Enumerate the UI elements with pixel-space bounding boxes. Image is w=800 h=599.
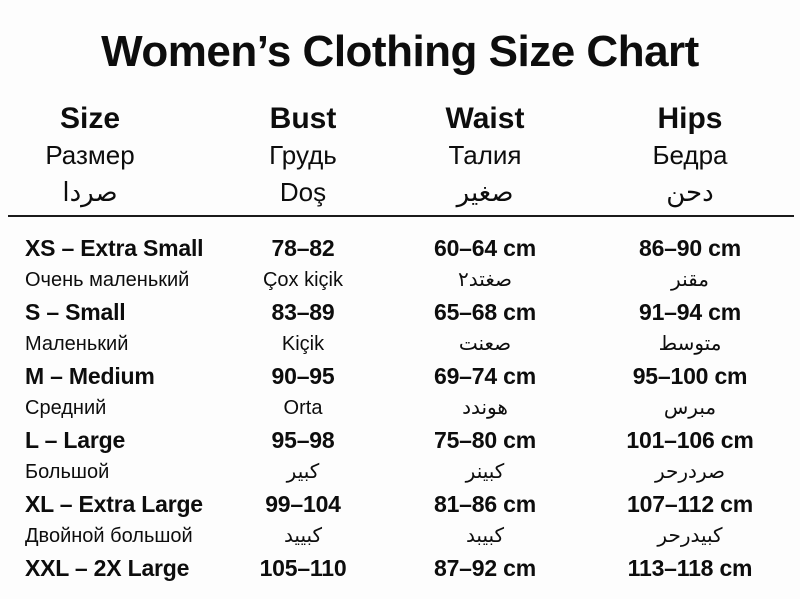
hips-cell: 86–90 cm مقنر bbox=[590, 231, 790, 295]
bust-value: 105–110 bbox=[259, 555, 347, 581]
waist-cell: 60–64 cm صغتد٢ bbox=[380, 231, 590, 295]
bust-value: 99–104 bbox=[265, 491, 341, 517]
waist-value: 87–92 cm bbox=[434, 555, 536, 581]
hips-cell: 91–94 cm متوسط bbox=[590, 295, 790, 359]
column-header-bust-az: Doş bbox=[279, 177, 327, 207]
column-header-size-en: Size bbox=[59, 102, 121, 135]
bust-cell: 83–89 Kiçik bbox=[226, 295, 380, 359]
size-label-translation: Очень маленький bbox=[25, 269, 190, 291]
size-cell: L – Large Большой bbox=[0, 423, 226, 487]
bust-cell: 78–82 Çox kiçik bbox=[226, 231, 380, 295]
waist-translation: هوندد bbox=[462, 397, 508, 419]
hips-translation: متوسط bbox=[658, 333, 722, 355]
waist-translation: صغتد٢ bbox=[458, 269, 512, 291]
waist-cell: 69–74 cm هوندد bbox=[380, 359, 590, 423]
hips-value: 91–94 cm bbox=[639, 299, 741, 325]
table-row-xs: XS – Extra Small Очень маленький 78–82 Ç… bbox=[0, 231, 800, 295]
hips-translation: مقنر bbox=[671, 269, 709, 291]
size-label: M – Medium bbox=[25, 363, 155, 389]
size-label-translation: Маленький bbox=[25, 333, 129, 355]
table-row-s: S – Small Маленький 83–89 Kiçik 65–68 cm… bbox=[0, 295, 800, 359]
column-header-hips-ar: دحن bbox=[666, 177, 714, 207]
size-cell: M – Medium Средний bbox=[0, 359, 226, 423]
bust-translation: كبير bbox=[286, 461, 320, 483]
bust-value: 90–95 bbox=[271, 363, 335, 389]
waist-value: 75–80 cm bbox=[434, 427, 536, 453]
bust-cell: 90–95 Orta bbox=[226, 359, 380, 423]
bust-translation: Orta bbox=[283, 397, 323, 419]
waist-value: 81–86 cm bbox=[434, 491, 536, 517]
hips-value: 86–90 cm bbox=[639, 235, 741, 261]
bust-cell: 95–98 كبير bbox=[226, 423, 380, 487]
header-divider-line bbox=[8, 215, 794, 217]
hips-translation: صردرحر bbox=[655, 461, 725, 483]
waist-translation: كبيبد bbox=[465, 525, 505, 547]
waist-value: 65–68 cm bbox=[434, 299, 536, 325]
table-row-l: L – Large Большой 95–98 كبير 75–80 cm كب… bbox=[0, 423, 800, 487]
hips-value: 95–100 cm bbox=[632, 363, 748, 389]
size-label: S – Small bbox=[25, 299, 126, 325]
size-cell: S – Small Маленький bbox=[0, 295, 226, 359]
bust-translation: Kiçik bbox=[281, 333, 325, 355]
column-header-bust-ru: Грудь bbox=[269, 140, 337, 170]
column-header-size-ru: Размер bbox=[45, 140, 135, 170]
table-row-xxl: XXL – 2X Large 105–110 87–92 cm 113–118 … bbox=[0, 551, 800, 585]
hips-value: 113–118 cm bbox=[627, 555, 753, 581]
column-header-size: Size Размер صردا bbox=[0, 100, 226, 211]
waist-translation: كبينر bbox=[465, 461, 505, 483]
waist-cell: 65–68 cm صعنت bbox=[380, 295, 590, 359]
hips-cell: 107–112 cm كبيدرحر bbox=[590, 487, 790, 551]
column-header-size-ar: صردا bbox=[62, 177, 118, 207]
column-header-hips: Hips Бедра دحن bbox=[590, 100, 790, 211]
size-cell: XXL – 2X Large bbox=[0, 551, 226, 585]
table-header-row: Size Размер صردا Bust Грудь Doş Waist Та… bbox=[0, 100, 800, 211]
size-label: XS – Extra Small bbox=[25, 235, 204, 261]
size-label-translation: Большой bbox=[25, 461, 110, 483]
table-row-m: M – Medium Средний 90–95 Orta 69–74 cm ه… bbox=[0, 359, 800, 423]
hips-cell: 95–100 cm مبرس bbox=[590, 359, 790, 423]
size-cell: XL – Extra Large Двойной большой bbox=[0, 487, 226, 551]
waist-cell: 75–80 cm كبينر bbox=[380, 423, 590, 487]
column-header-waist-ru: Талия bbox=[448, 140, 522, 170]
column-header-waist-en: Waist bbox=[445, 102, 525, 135]
hips-value: 101–106 cm bbox=[626, 427, 754, 453]
waist-cell: 81–86 cm كبيبد bbox=[380, 487, 590, 551]
bust-translation: Çox kiçik bbox=[262, 269, 343, 291]
size-cell: XS – Extra Small Очень маленький bbox=[0, 231, 226, 295]
bust-translation: كبييد bbox=[283, 525, 323, 547]
size-label: XXL – 2X Large bbox=[25, 555, 190, 581]
size-label-translation: Средний bbox=[25, 397, 107, 419]
bust-cell: 99–104 كبييد bbox=[226, 487, 380, 551]
bust-value: 95–98 bbox=[271, 427, 335, 453]
size-label: L – Large bbox=[25, 427, 126, 453]
waist-value: 69–74 cm bbox=[434, 363, 536, 389]
size-label: XL – Extra Large bbox=[25, 491, 203, 517]
table-row-xl: XL – Extra Large Двойной большой 99–104 … bbox=[0, 487, 800, 551]
column-header-bust: Bust Грудь Doş bbox=[226, 100, 380, 211]
hips-translation: مبرس bbox=[663, 397, 717, 419]
hips-translation: كبيدرحر bbox=[657, 525, 723, 547]
size-label-translation: Двойной большой bbox=[25, 525, 193, 547]
size-table-body: XS – Extra Small Очень маленький 78–82 Ç… bbox=[0, 217, 800, 585]
page-title: Women’s Clothing Size Chart bbox=[101, 27, 699, 76]
bust-value: 83–89 bbox=[271, 299, 335, 325]
waist-value: 60–64 cm bbox=[434, 235, 536, 261]
column-header-hips-ru: Бедра bbox=[652, 140, 728, 170]
column-header-waist-ar: صغير bbox=[456, 177, 514, 207]
bust-cell: 105–110 bbox=[226, 551, 380, 585]
column-header-waist: Waist Талия صغير bbox=[380, 100, 590, 211]
hips-cell: 101–106 cm صردرحر bbox=[590, 423, 790, 487]
waist-translation: صعنت bbox=[458, 333, 512, 355]
hips-cell: 113–118 cm bbox=[590, 551, 790, 585]
column-header-bust-en: Bust bbox=[269, 102, 337, 135]
waist-cell: 87–92 cm bbox=[380, 551, 590, 585]
hips-value: 107–112 cm bbox=[627, 491, 753, 517]
column-header-hips-en: Hips bbox=[657, 102, 723, 135]
bust-value: 78–82 bbox=[271, 235, 335, 261]
